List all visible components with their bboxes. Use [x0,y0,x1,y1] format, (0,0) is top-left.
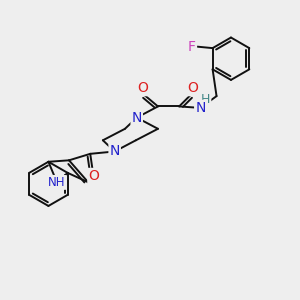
Text: H: H [201,93,210,106]
Text: O: O [187,81,198,95]
Text: O: O [88,169,99,183]
Text: F: F [188,40,196,54]
Text: NH: NH [48,176,65,189]
Text: O: O [137,81,148,95]
Text: N: N [132,111,142,124]
Text: N: N [195,101,206,115]
Text: N: N [110,145,120,158]
